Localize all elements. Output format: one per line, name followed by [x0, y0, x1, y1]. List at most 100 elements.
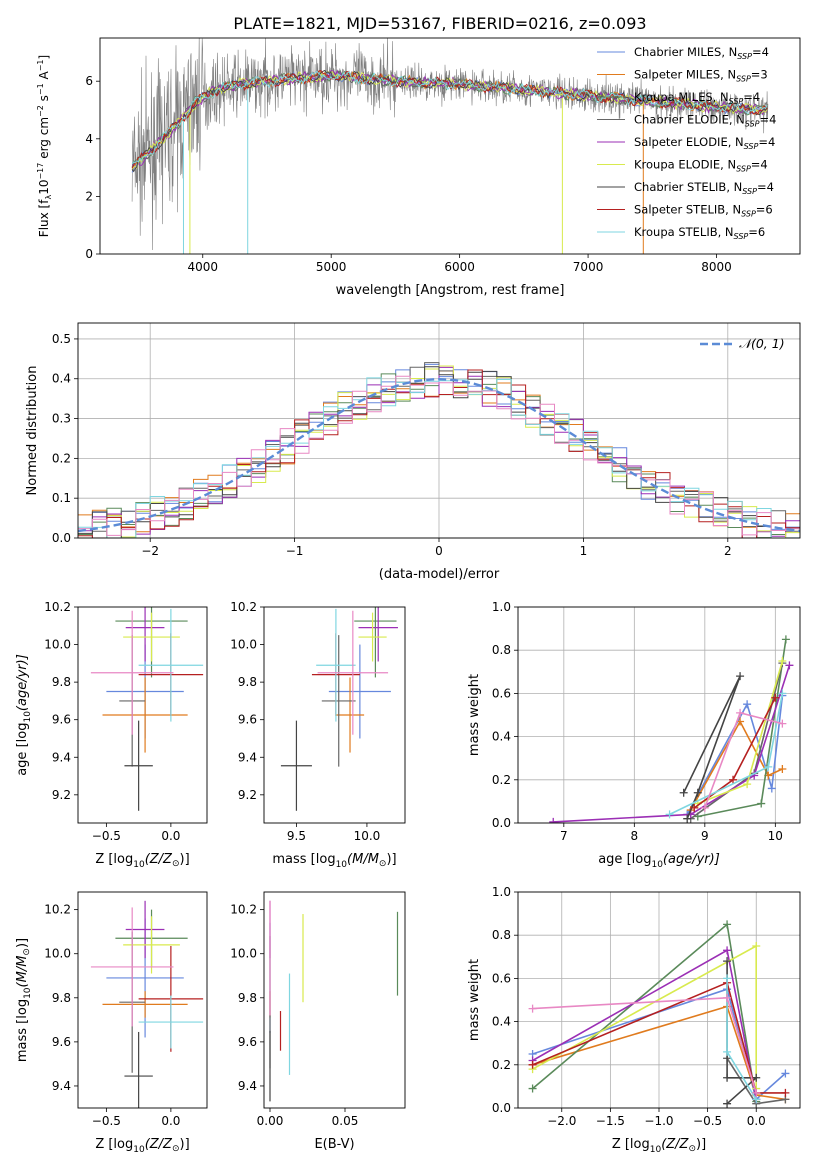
weight-marker: [767, 784, 776, 793]
x-tick-label: 5000: [316, 260, 347, 274]
legend-entry-sub: SSP: [744, 142, 759, 151]
x-axis-label: mass [log10(M/M⊙)]: [272, 852, 396, 870]
y-tick-label: 0: [85, 247, 93, 261]
errorbar-point: [102, 991, 188, 1018]
spectrum-model-line: [131, 71, 768, 173]
x-tick-label: 9.5: [287, 829, 306, 843]
y-tick-label: 0.0: [52, 531, 71, 545]
x-axis-label-main: Z [log: [95, 1137, 133, 1152]
x-tick-label: 0.0: [161, 829, 180, 843]
weight-marker: [693, 788, 702, 797]
x-axis-label-sub: 10: [133, 1145, 145, 1155]
x-axis-label: age [log10(age/yr)]: [598, 852, 720, 870]
weight-marker: [665, 810, 674, 819]
weight-series: [693, 635, 790, 821]
x-axis-label-end: )]: [696, 1137, 706, 1152]
x-tick-label: 1: [580, 544, 588, 558]
legend-entry-main: Chabrier STELIB, N: [634, 180, 742, 194]
y-axis-label: Normed distribution: [25, 366, 40, 496]
errorbar-point: [358, 612, 387, 662]
y-axis-label-part: A: [37, 70, 51, 83]
legend-entry-tail: =4: [760, 113, 777, 127]
legend-entry-tail: =6: [756, 203, 773, 217]
weight-marker: [723, 920, 732, 929]
y-tick-label: 0.2: [492, 773, 511, 787]
y-tick-label: 9.8: [52, 991, 71, 1005]
age_vs_Z-panel: −0.5 0.09.29.49.69.810.010.2Z [log10(Z/Z⊙…: [15, 600, 208, 870]
y-tick-label: 0.6: [492, 971, 511, 985]
x-axis-label-sub: 10: [336, 860, 348, 870]
x-tick-label: −1: [286, 544, 304, 558]
weight-marker: [723, 1099, 732, 1108]
x-tick-label: 10: [768, 829, 783, 843]
weight-marker: [757, 799, 766, 808]
legend-entry-tail: =3: [751, 68, 768, 82]
y-tick-label: 0.8: [492, 643, 511, 657]
legend-entry: Salpeter ELODIE, NSSP=4: [634, 135, 775, 151]
x-tick-label: 0: [435, 544, 443, 558]
legend-entry: Kroupa MILES, NSSP=4: [634, 90, 760, 106]
errorbar-point: [316, 608, 356, 722]
weight-marker: [549, 817, 558, 823]
weight-marker: [752, 1073, 761, 1082]
figure-title: PLATE=1821, MJD=53167, FIBERID=0216, z=0…: [233, 14, 646, 33]
y-tick-label: 0.8: [492, 928, 511, 942]
x-tick-label: 4000: [187, 260, 218, 274]
x-axis-label-tail: (Z/Z: [661, 1137, 689, 1152]
legend-entry: Kroupa ELODIE, NSSP=4: [634, 158, 768, 174]
errorbar-point: [280, 720, 312, 811]
residual-histogram: [78, 366, 800, 538]
x-axis-label-tail: (Z/Z: [145, 852, 173, 867]
x-tick-label: 9: [701, 829, 709, 843]
legend-entry-tail: =4: [743, 90, 760, 104]
spectrum-model-line: [131, 70, 768, 171]
y-tick-label: 10.0: [44, 947, 71, 961]
weight-series: [665, 689, 787, 819]
x-axis-label-tail: (Z/Z: [145, 1137, 173, 1152]
mass_vs_Z-panel: −0.5 0.09.49.69.810.010.2Z [log10(Z/Z⊙)]m…: [15, 891, 208, 1155]
sun-symbol: ⊙: [379, 859, 387, 869]
weight-marker: [528, 1004, 537, 1013]
y-tick-label: 10.2: [230, 903, 257, 917]
x-axis-label: Z [log10(Z/Z⊙)]: [95, 852, 189, 870]
y-tick-label: 10.0: [230, 638, 257, 652]
y-tick-label: 9.6: [52, 1035, 71, 1049]
x-axis-label-tail: (age/yr)]: [663, 852, 720, 867]
x-tick-label: 8: [631, 829, 639, 843]
y-tick-label: 0.2: [52, 451, 71, 465]
weight-marker: [764, 762, 773, 771]
weight-line: [686, 695, 784, 815]
y-tick-label: 2: [85, 189, 93, 203]
errorbar-point: [124, 1031, 153, 1108]
weight-series: [679, 672, 745, 823]
weight-line: [532, 1005, 786, 1101]
axes-frame: [517, 891, 801, 1109]
weight-marker: [781, 1088, 790, 1097]
legend-entry-tail: =6: [748, 225, 765, 239]
y-tick-label: 0.3: [52, 412, 71, 426]
x-axis-label-sub: 10: [133, 860, 145, 870]
age_vs_mass-panel: 9.5 10.0 9.2 9.4 9.6 9.8 10.0 10.2 mass [log10(M…: [230, 600, 406, 870]
x-tick-label: 0.05: [332, 1114, 359, 1128]
spectrum-model-line: [131, 70, 768, 165]
weight-marker: [723, 946, 732, 955]
legend-entry-tail: =4: [757, 180, 774, 194]
x-tick-label: 7000: [573, 260, 604, 274]
x-tick-label: 7: [560, 829, 568, 843]
y-axis-label-part: 10: [23, 987, 33, 999]
axes-frame: [263, 891, 406, 1109]
y-tick-label: 9.8: [238, 675, 257, 689]
y-axis-label: Flux [fλ10−17 erg cm−2 s−1 A−1]: [36, 55, 53, 237]
errorbar-point: [102, 677, 188, 753]
legend-entry-sub: SSP: [736, 165, 751, 174]
legend-entry-main: Kroupa STELIB, N: [634, 225, 734, 239]
residual-histogram: [78, 375, 800, 536]
x-tick-label: −0.5: [92, 829, 121, 843]
y-tick-label: 10.2: [230, 600, 257, 614]
spectrum-model-line: [131, 69, 768, 173]
legend-entry: Chabrier STELIB, NSSP=4: [634, 180, 774, 196]
legend-entry-main: Chabrier ELODIE, N: [634, 113, 745, 127]
y-tick-label: 0.1: [52, 491, 71, 505]
